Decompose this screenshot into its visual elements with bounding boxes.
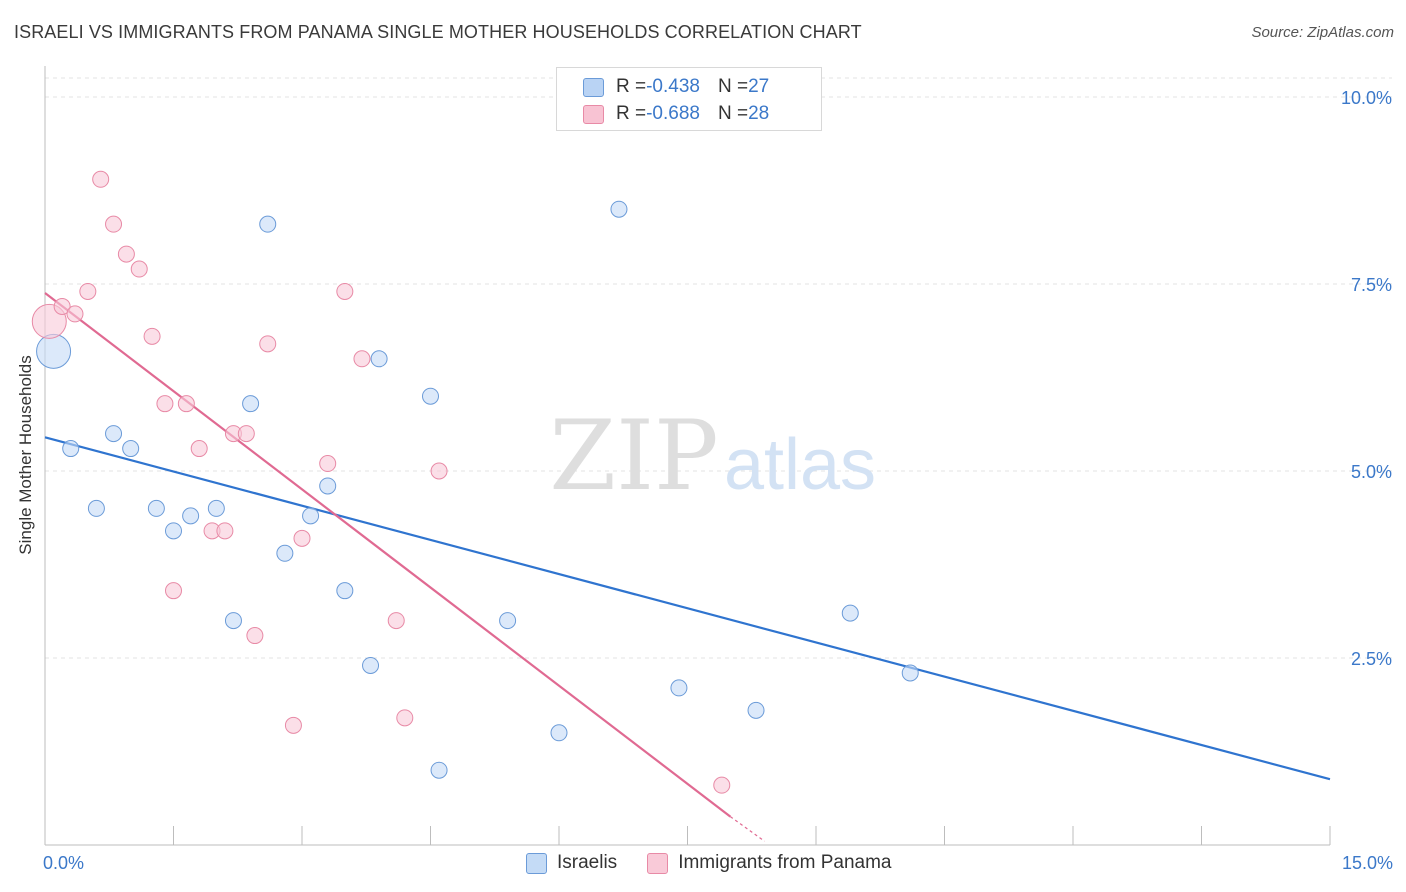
- data-point: [841, 604, 859, 622]
- data-point: [284, 716, 302, 734]
- data-point: [224, 612, 242, 630]
- y-tick-label: 10.0%: [1341, 88, 1392, 108]
- trend-lines: [44, 292, 1331, 842]
- series-panama: [31, 170, 731, 794]
- trend-line-extension: [729, 816, 765, 842]
- bottom-legend-israelis[interactable]: Israelis: [526, 852, 617, 874]
- legend-r-value: -0.688: [646, 103, 700, 124]
- data-point: [499, 612, 517, 630]
- legend-r-label: R =: [616, 76, 647, 97]
- legend-row-panama: R = -0.688 N = 28: [583, 102, 769, 126]
- data-point: [246, 627, 264, 645]
- x-tick-label: 0.0%: [43, 853, 84, 873]
- data-point: [66, 305, 84, 323]
- data-point: [362, 656, 380, 674]
- data-point: [319, 477, 337, 495]
- source-label: Source: ZipAtlas.com: [1251, 24, 1394, 41]
- data-point: [242, 395, 260, 413]
- data-point: [610, 200, 628, 218]
- data-point: [143, 327, 161, 345]
- tick-labels: 10.0% 7.5% 5.0% 2.5% 0.0% 15.0%: [43, 88, 1393, 873]
- data-point: [336, 282, 354, 300]
- data-point: [901, 664, 919, 682]
- series-israelis: [36, 200, 919, 779]
- data-point: [319, 455, 337, 473]
- bottom-legend: Israelis Immigrants from Panama: [526, 852, 921, 874]
- data-point: [387, 612, 405, 630]
- data-point: [430, 462, 448, 480]
- data-point: [122, 440, 140, 458]
- data-point: [105, 425, 123, 443]
- data-point: [62, 440, 80, 458]
- data-point: [156, 395, 174, 413]
- data-point: [302, 507, 320, 525]
- data-point: [396, 709, 414, 727]
- legend-n-value: 27: [748, 76, 770, 97]
- data-point: [207, 499, 225, 517]
- data-point: [190, 440, 208, 458]
- data-point: [36, 333, 72, 369]
- data-point: [165, 582, 182, 600]
- data-point: [92, 170, 110, 188]
- data-point: [430, 761, 448, 779]
- bottom-legend-swatch-israelis: [526, 852, 547, 874]
- data-point: [105, 215, 123, 233]
- data-point: [550, 724, 568, 742]
- watermark-zip: ZIP: [549, 400, 718, 512]
- data-point: [216, 522, 234, 540]
- y-tick-label: 7.5%: [1351, 275, 1392, 295]
- legend-swatch-panama: [583, 104, 604, 124]
- legend-n-label: N =: [717, 76, 749, 97]
- legend-n-label: N =: [717, 103, 749, 124]
- legend-row-israelis: R = -0.438 N = 27: [583, 75, 769, 99]
- bottom-legend-label-israelis: Israelis: [557, 852, 618, 873]
- bottom-legend-label-panama: Immigrants from Panama: [678, 852, 892, 873]
- legend-swatch-israelis: [583, 77, 604, 97]
- y-axis-label: Single Mother Households: [16, 355, 35, 555]
- data-point: [237, 425, 255, 443]
- data-point: [370, 350, 388, 368]
- watermark-atlas: atlas: [724, 425, 876, 505]
- data-point: [670, 679, 688, 697]
- legend-r-label: R =: [616, 103, 647, 124]
- data-point: [53, 297, 71, 315]
- data-point: [276, 544, 294, 562]
- data-point: [336, 582, 354, 600]
- data-point: [147, 499, 165, 517]
- chart-title: ISRAELI VS IMMIGRANTS FROM PANAMA SINGLE…: [14, 22, 862, 42]
- x-tick-label: 15.0%: [1342, 853, 1393, 873]
- data-point: [747, 701, 765, 719]
- grid-lines: [45, 77, 1392, 659]
- data-point: [293, 529, 311, 547]
- data-point: [79, 282, 97, 300]
- data-point: [182, 507, 200, 525]
- data-point: [259, 215, 277, 233]
- data-point: [177, 395, 195, 413]
- y-tick-label: 5.0%: [1351, 462, 1392, 482]
- data-points: [31, 170, 919, 794]
- legend-r-value: -0.438: [646, 76, 700, 97]
- data-point: [259, 335, 277, 353]
- data-point: [422, 387, 439, 405]
- data-point: [165, 522, 182, 540]
- data-point: [87, 499, 105, 517]
- data-point: [117, 245, 135, 263]
- data-point: [353, 350, 371, 368]
- data-point: [713, 776, 731, 794]
- bottom-legend-panama[interactable]: Immigrants from Panama: [647, 852, 891, 874]
- watermark: ZIP atlas: [549, 400, 876, 512]
- bottom-legend-swatch-panama: [647, 852, 669, 874]
- legend: R = -0.438 N = 27 R = -0.688 N = 28: [556, 67, 822, 131]
- legend-n-value: 28: [748, 103, 770, 124]
- data-point: [130, 260, 148, 278]
- trend-line-panama: [44, 292, 732, 818]
- y-tick-label: 2.5%: [1351, 649, 1392, 669]
- axes: [44, 66, 1331, 846]
- trend-line-israelis: [44, 436, 1331, 781]
